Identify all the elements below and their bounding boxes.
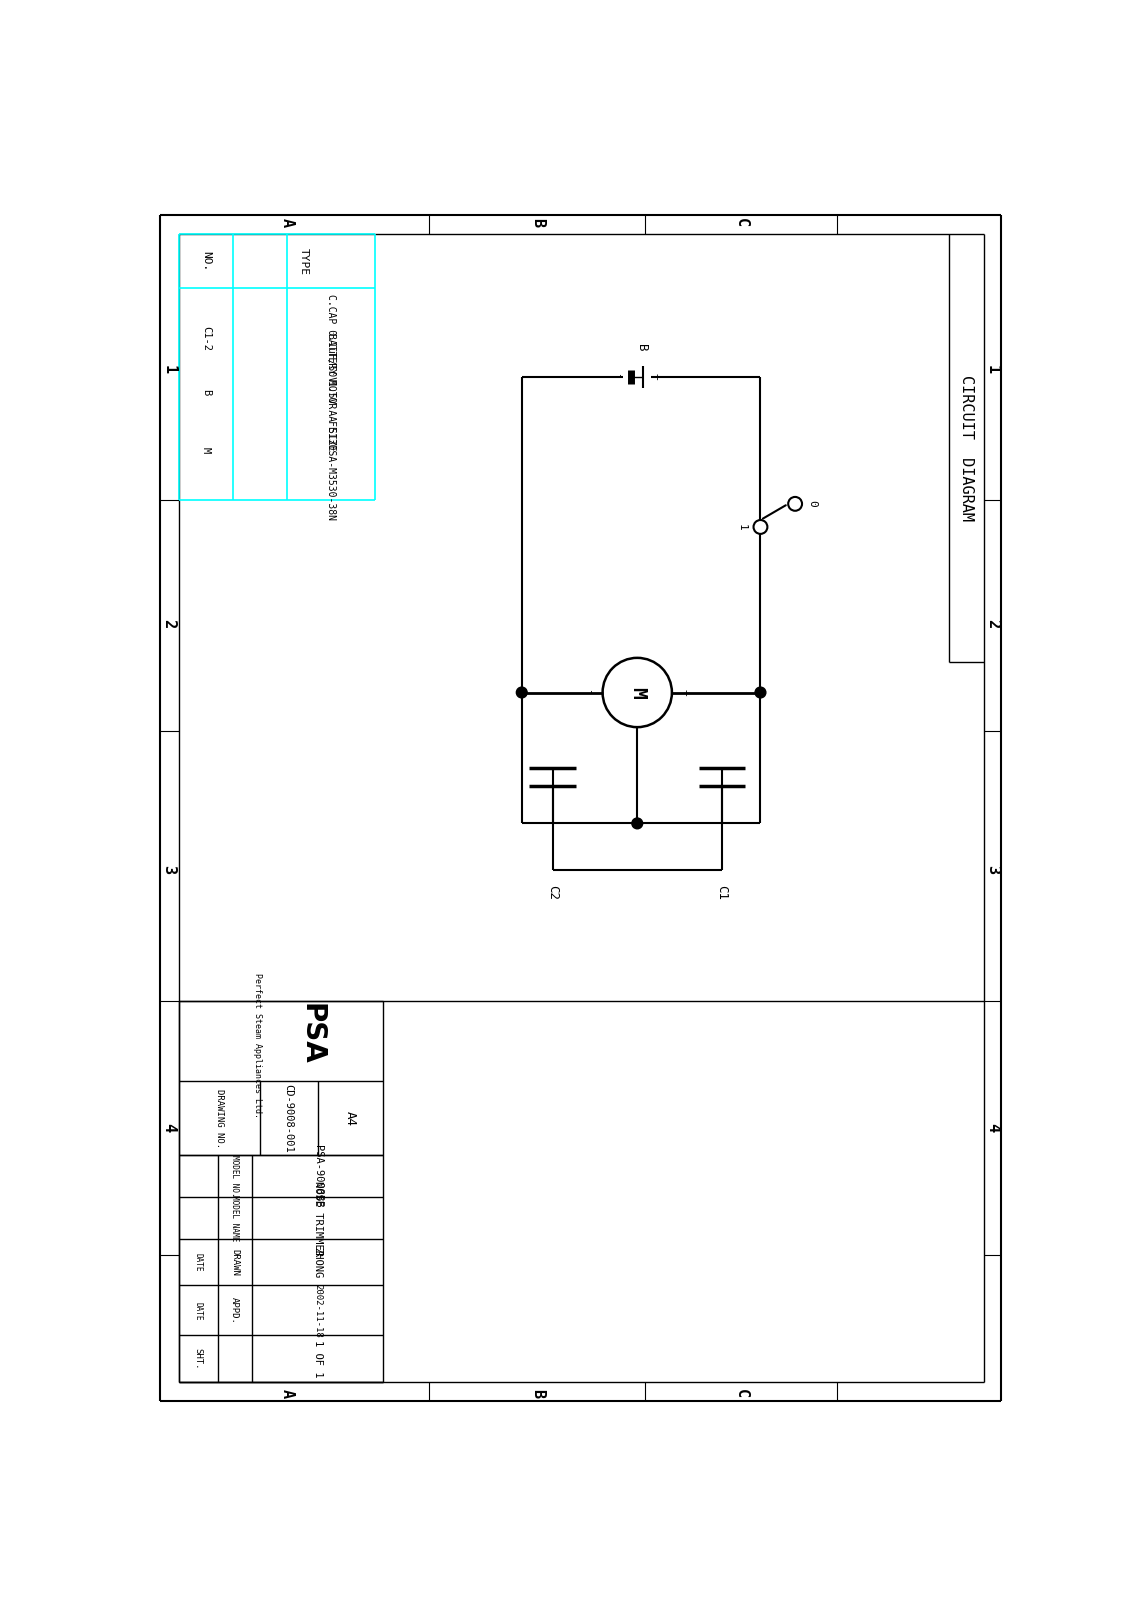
Text: 3: 3 xyxy=(985,866,999,874)
Text: B: B xyxy=(634,344,648,352)
Text: A: A xyxy=(280,1389,295,1398)
Text: C2: C2 xyxy=(546,885,559,901)
Text: SHT.: SHT. xyxy=(194,1347,203,1370)
Text: 2002-11-18: 2002-11-18 xyxy=(313,1283,322,1338)
Text: B: B xyxy=(529,218,545,227)
Text: 1: 1 xyxy=(985,365,999,374)
Text: -: - xyxy=(583,690,594,696)
Text: 1: 1 xyxy=(736,523,747,530)
Text: 1: 1 xyxy=(162,365,177,374)
Text: APPD.: APPD. xyxy=(230,1298,239,1325)
Text: C1: C1 xyxy=(715,885,729,901)
Circle shape xyxy=(755,686,766,698)
Text: C: C xyxy=(734,218,749,227)
Text: DRAWING NO.: DRAWING NO. xyxy=(214,1088,223,1147)
Text: PSA-9008BB: PSA-9008BB xyxy=(313,1146,323,1208)
Text: NO.: NO. xyxy=(201,251,211,272)
Text: -: - xyxy=(613,373,623,381)
Circle shape xyxy=(632,818,642,829)
Text: ZHONG: ZHONG xyxy=(313,1246,323,1278)
Text: A4: A4 xyxy=(343,1110,357,1126)
Text: BATTERY 1.5V AA SIZE: BATTERY 1.5V AA SIZE xyxy=(326,333,335,451)
Text: 3: 3 xyxy=(162,866,177,874)
Text: M: M xyxy=(201,446,211,453)
Text: MODEL NO.: MODEL NO. xyxy=(230,1155,239,1197)
Text: A: A xyxy=(280,218,295,227)
Text: PSA: PSA xyxy=(298,1003,325,1064)
Text: 4: 4 xyxy=(162,1123,177,1133)
Text: C.CAP 0.1uF/50V: C.CAP 0.1uF/50V xyxy=(326,294,335,382)
Text: B: B xyxy=(529,1389,545,1398)
Text: 1 OF 1: 1 OF 1 xyxy=(313,1339,323,1378)
Text: DATE: DATE xyxy=(194,1301,203,1320)
Text: +: + xyxy=(651,373,662,381)
Text: Perfect Steam Appliances Ltd.: Perfect Steam Appliances Ltd. xyxy=(253,973,262,1118)
Text: 2: 2 xyxy=(985,619,999,627)
Text: C1-2: C1-2 xyxy=(201,326,211,350)
Text: DATE: DATE xyxy=(194,1253,203,1272)
Text: MOTOR  FE130SA-M3530-38N: MOTOR FE130SA-M3530-38N xyxy=(326,379,335,520)
Circle shape xyxy=(517,686,527,698)
Text: TYPE: TYPE xyxy=(299,248,309,275)
Text: DRAWN: DRAWN xyxy=(230,1250,239,1275)
Text: MODEL NAME: MODEL NAME xyxy=(230,1195,239,1242)
Text: 4: 4 xyxy=(985,1123,999,1133)
Text: 2: 2 xyxy=(162,619,177,627)
Text: +: + xyxy=(681,690,691,696)
Text: CIRCUIT  DIAGRAM: CIRCUIT DIAGRAM xyxy=(959,376,973,522)
Text: 0: 0 xyxy=(807,501,817,507)
Text: NOSE TRIMMER: NOSE TRIMMER xyxy=(313,1181,323,1256)
Text: CD-9008-001: CD-9008-001 xyxy=(283,1083,293,1152)
Text: C: C xyxy=(734,1389,749,1398)
Text: B: B xyxy=(201,389,211,395)
Text: M: M xyxy=(628,686,647,698)
